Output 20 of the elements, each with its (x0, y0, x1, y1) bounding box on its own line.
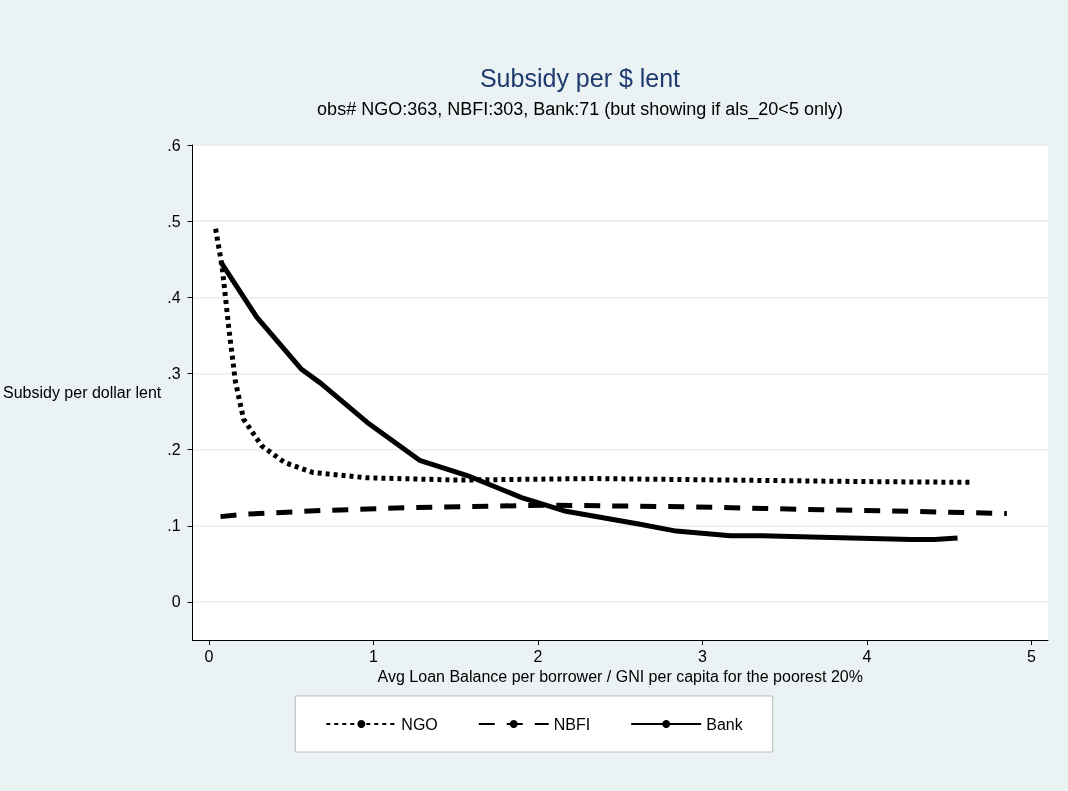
x-tick-label: 4 (862, 647, 872, 665)
y-tick-label: .1 (167, 517, 181, 535)
y-tick-label: 0 (171, 593, 181, 611)
y-tick-label: .2 (167, 441, 181, 459)
y-tick-label: .3 (167, 364, 181, 382)
x-tick-label: 1 (369, 647, 379, 665)
x-axis-title: Avg Loan Balance per borrower / GNI per capita for the poorest 20% (377, 668, 863, 686)
y-tick-label: .5 (167, 212, 181, 230)
y-axis-title: Subsidy per dollar lent (3, 384, 162, 401)
chart-subtitle: obs# NGO:363, NBFI:303, Bank:71 (but showing if als_20<5 only) (317, 99, 843, 120)
y-tick-label: .6 (167, 136, 181, 154)
legend-label: NGO (401, 715, 438, 733)
legend-label: NBFI (553, 715, 591, 733)
x-tick-label: 0 (204, 647, 214, 665)
x-tick-label: 3 (698, 647, 708, 665)
y-tick-label: .4 (167, 288, 181, 306)
x-tick-label: 5 (1027, 647, 1037, 665)
x-tick-label: 2 (533, 647, 543, 665)
legend-label: Bank (706, 715, 744, 733)
chart-title: Subsidy per $ lent (479, 63, 681, 92)
